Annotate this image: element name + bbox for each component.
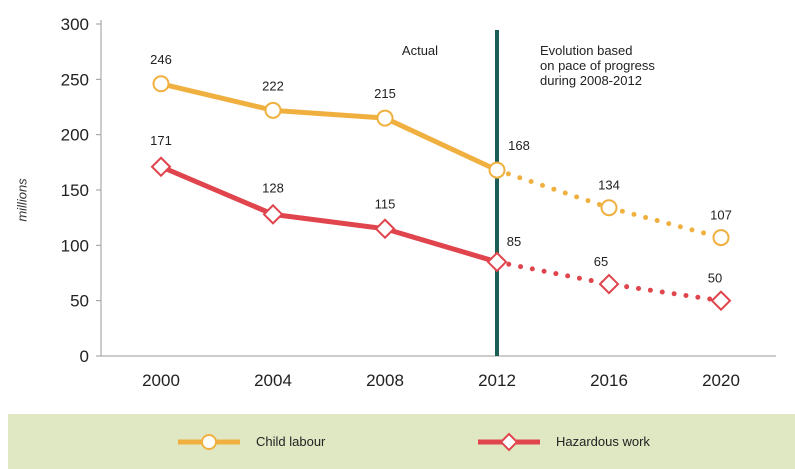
legend-swatch-child-labour [178, 433, 240, 450]
axes: 0 50 100 150 200 250 300 2000 2004 2008 2012 2016 20… [61, 15, 776, 390]
data-point [710, 290, 732, 312]
data-point [152, 75, 170, 93]
data-point [600, 199, 618, 217]
legend: Child labour Hazardous work [8, 414, 795, 469]
x-tick-label: 2020 [702, 371, 740, 390]
y-tick-label: 250 [61, 70, 89, 89]
x-tick-label: 2004 [254, 371, 292, 390]
y-tick-label: 100 [61, 236, 89, 255]
data-label: 107 [710, 208, 732, 223]
data-point [264, 101, 282, 119]
data-label: 134 [598, 178, 620, 193]
data-point [598, 273, 620, 295]
data-point [712, 229, 730, 247]
legend-label-hazardous-work: Hazardous work [556, 434, 650, 449]
data-label: 246 [150, 52, 172, 67]
y-tick-label: 50 [70, 292, 89, 311]
series-line-actual [160, 81, 499, 173]
legend-label-child-labour: Child labour [256, 434, 326, 449]
data-point [150, 156, 172, 178]
data-label: 215 [374, 86, 396, 101]
annotation-actual: Actual [402, 43, 438, 58]
legend-item-hazardous-work: Hazardous work [476, 414, 650, 469]
data-point [488, 161, 506, 179]
x-tick-label: 2016 [590, 371, 628, 390]
annotation-projection-line: on pace of progress [540, 58, 655, 73]
x-tick-label: 2000 [142, 371, 180, 390]
y-tick-label: 200 [61, 126, 89, 145]
data-point [374, 218, 396, 240]
data-label: 115 [375, 197, 396, 212]
data-label: 168 [508, 138, 530, 153]
y-tick-label: 150 [61, 181, 89, 200]
data-label: 222 [262, 78, 284, 93]
data-point [486, 251, 508, 273]
data-label: 128 [262, 180, 284, 195]
annotation-projection-line: during 2008-2012 [540, 73, 642, 88]
data-label: 85 [507, 234, 521, 249]
data-point [376, 109, 394, 127]
annotation-projection-line: Evolution based [540, 43, 633, 58]
data-point [262, 203, 284, 225]
chart-area: 0 50 100 150 200 250 300 2000 2004 2008 2012 2016 20… [61, 15, 776, 390]
y-tick-label: 0 [80, 347, 89, 366]
legend-swatch-hazardous-work [478, 432, 540, 451]
data-label: 65 [594, 254, 608, 269]
data-label: 50 [708, 271, 722, 286]
y-tick-label: 300 [61, 15, 89, 34]
series-line-projection [494, 259, 724, 304]
x-tick-label: 2008 [366, 371, 404, 390]
series-group: 246 222 215 168 134 107 171 128 115 85 65 50 [150, 52, 732, 312]
legend-item-child-labour: Child labour [176, 414, 325, 469]
series-line-actual [160, 164, 498, 265]
y-axis-label: millions [14, 178, 30, 222]
x-tick-label: 2012 [478, 371, 516, 390]
data-label: 171 [150, 133, 172, 148]
